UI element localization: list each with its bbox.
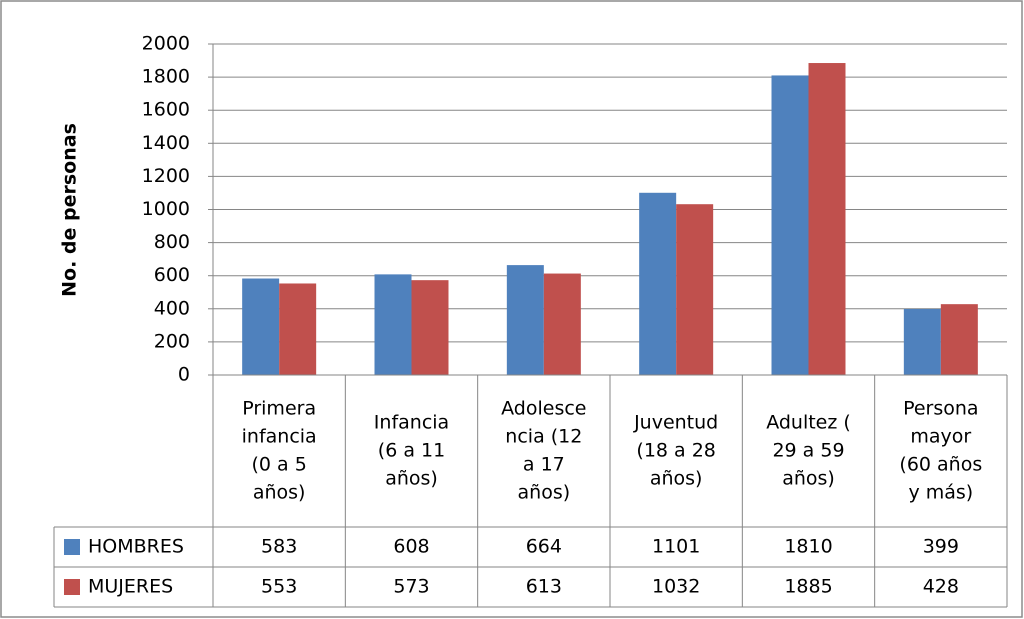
table-cell-mujeres: 1032: [652, 576, 700, 598]
legend-key-hombres: [64, 539, 80, 555]
table-cell-mujeres: 1885: [784, 576, 832, 598]
category-label: Juventud (18 a 28 años): [633, 412, 718, 490]
category-label: Infancia (6 a 11 años): [374, 412, 449, 490]
table-cell-hombres: 1101: [652, 536, 700, 558]
category-label: Adolesce ncia (12 a 17 años): [501, 398, 586, 504]
y-tick-label: 1200: [142, 165, 190, 187]
y-tick-label: 800: [154, 231, 190, 253]
y-tick-label: 1000: [142, 198, 190, 220]
bar-hombres-4: [771, 75, 809, 375]
table-cell-hombres: 583: [261, 536, 297, 558]
bar-mujeres-3: [676, 204, 714, 375]
bar-hombres-0: [242, 278, 280, 375]
bar-hombres-2: [506, 265, 544, 375]
bar-mujeres-2: [543, 273, 581, 375]
table-cell-hombres: 1810: [784, 536, 832, 558]
bar-mujeres-4: [808, 63, 846, 375]
table-cell-mujeres: 613: [526, 576, 562, 598]
category-label: Persona mayor (60 años y más): [899, 398, 982, 504]
bar-mujeres-1: [411, 280, 449, 375]
y-axis-ticks: 0 200 400 600 800 1000 1200 1400 1600 1800 2000: [142, 33, 213, 386]
category-label: Adultez (29 a 59 años): [766, 412, 851, 490]
gridlines: [212, 43, 1007, 375]
y-tick-label: 1800: [142, 66, 190, 88]
y-tick-label: 400: [154, 297, 190, 319]
bar-hombres-1: [374, 274, 412, 375]
bar-hombres-3: [639, 192, 677, 375]
table-cell-hombres: 608: [393, 536, 429, 558]
data-table: Primera infancia (0 a 5 años) Infancia (6 a 1…: [53, 374, 1008, 608]
y-tick-label: 2000: [142, 33, 190, 55]
legend-label-mujeres: MUJERES: [88, 576, 173, 598]
y-tick-label: 200: [154, 330, 190, 352]
bar-mujeres-5: [940, 304, 978, 375]
table-cell-mujeres: 553: [261, 576, 297, 598]
table-cell-hombres: 664: [526, 536, 562, 558]
bars: [242, 63, 978, 375]
legend-key-mujeres: [64, 579, 80, 595]
y-axis-label: No. de personas: [59, 123, 81, 297]
y-tick-label: 1400: [142, 132, 190, 154]
bar-hombres-5: [903, 308, 941, 375]
category-label: Primera infancia (0 a 5 años): [242, 398, 317, 504]
y-tick-label: 600: [154, 264, 190, 286]
legend-label-hombres: HOMBRES: [88, 536, 184, 558]
y-tick-label: 1600: [142, 99, 190, 121]
table-cell-hombres: 399: [923, 536, 959, 558]
y-tick-label: 0: [178, 364, 190, 386]
table-cell-mujeres: 573: [393, 576, 429, 598]
table-cell-mujeres: 428: [923, 576, 959, 598]
bar-mujeres-0: [279, 283, 317, 375]
